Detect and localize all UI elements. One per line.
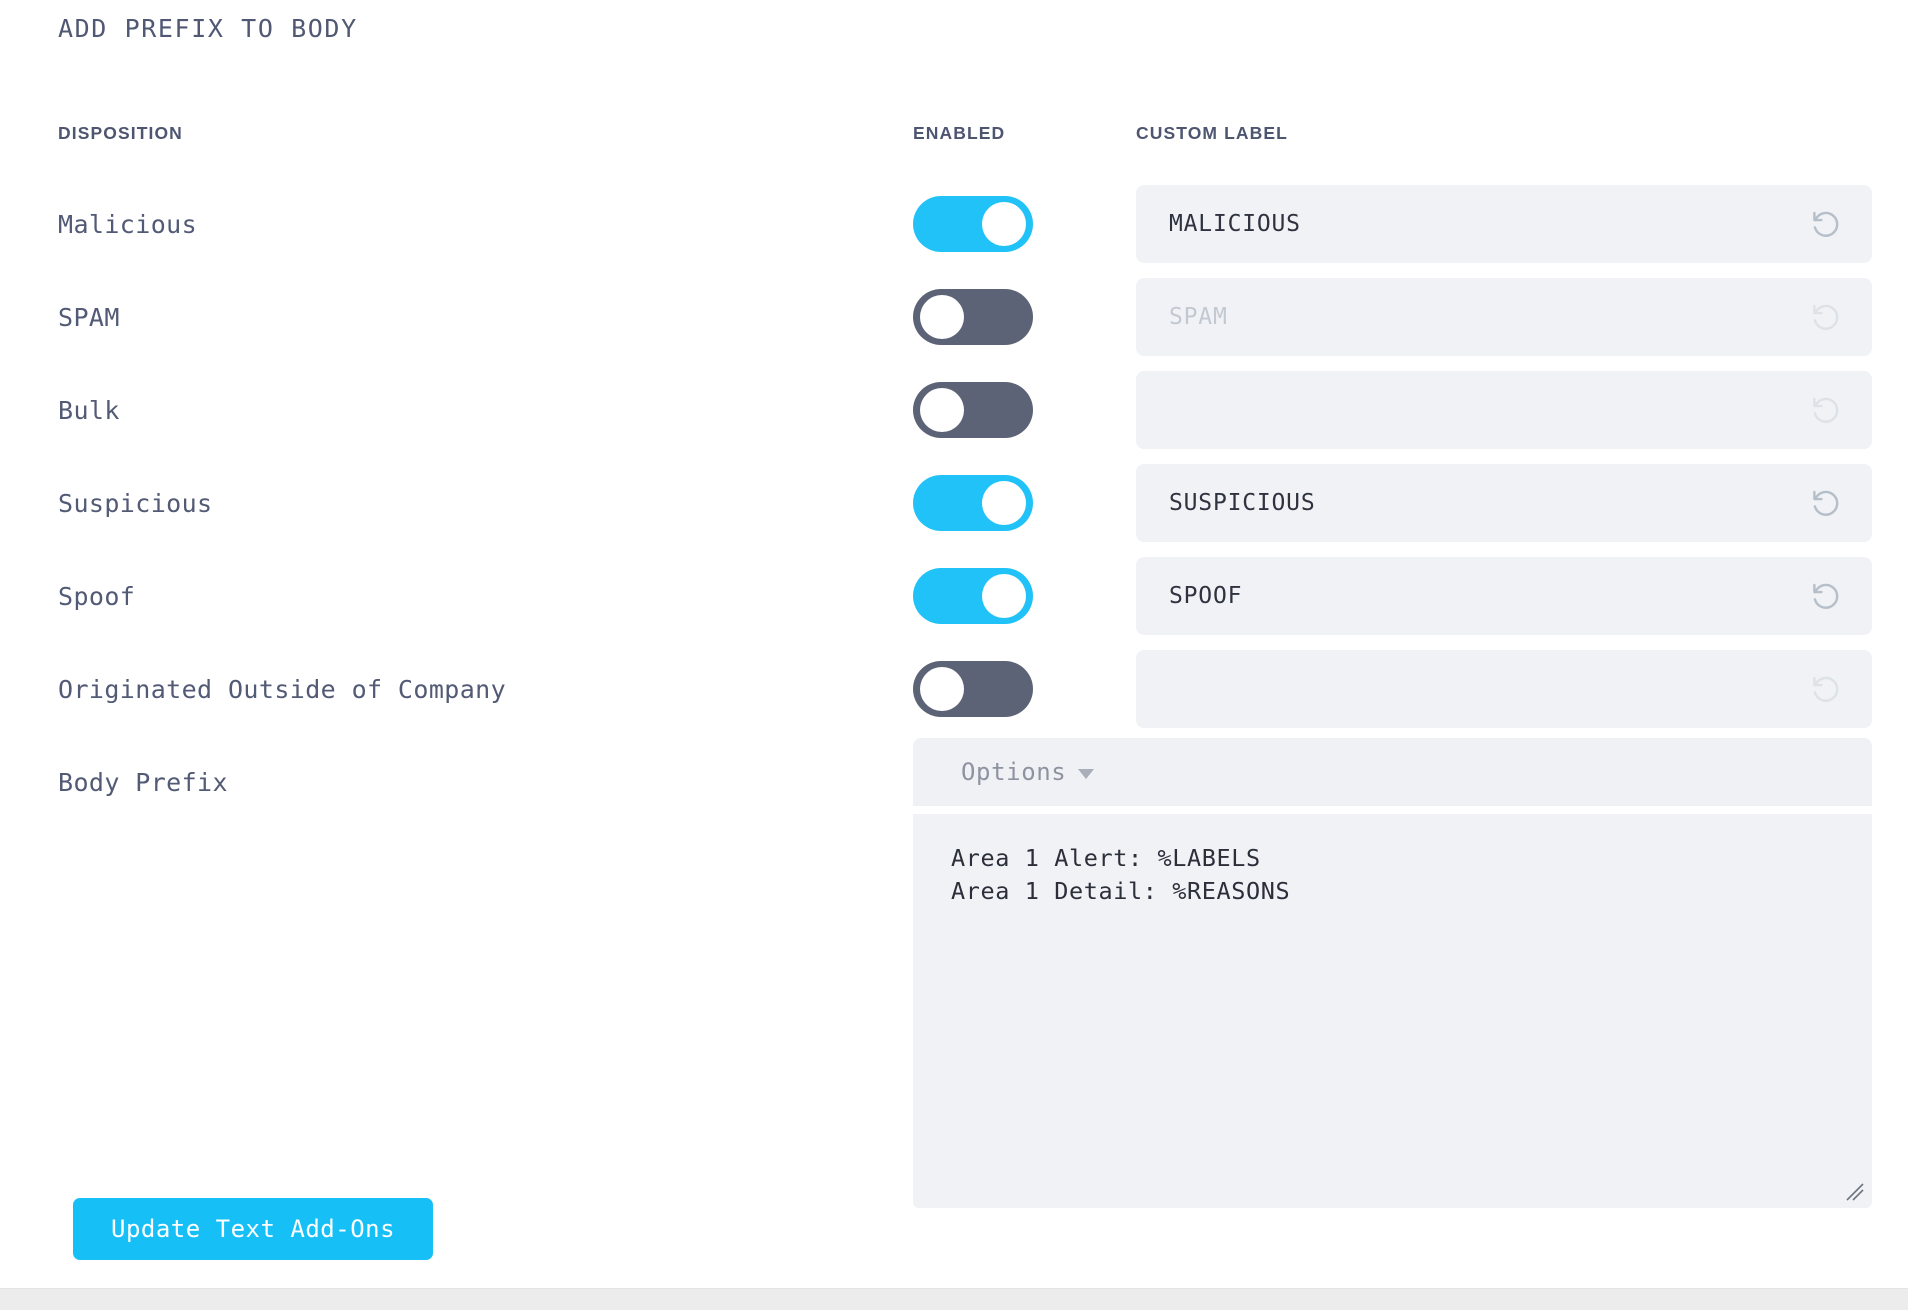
body-prefix-textarea[interactable]: Area 1 Alert: %LABELS Area 1 Detail: %RE… xyxy=(913,814,1872,1208)
reset-arrow-icon[interactable] xyxy=(1808,393,1842,427)
editor-toolbar: Options xyxy=(913,738,1872,806)
table-row: SPAM SPAM xyxy=(0,275,1908,368)
enabled-toggle[interactable] xyxy=(913,568,1033,624)
footer-strip xyxy=(0,1288,1908,1310)
options-dropdown-button[interactable]: Options xyxy=(961,758,1095,786)
disposition-label: Spoof xyxy=(58,582,136,611)
custom-label-input[interactable]: SPAM xyxy=(1136,278,1872,356)
table-row: Bulk xyxy=(0,368,1908,461)
table-row: Suspicious SUSPICIOUS xyxy=(0,461,1908,554)
reset-arrow-icon[interactable] xyxy=(1808,672,1842,706)
custom-label-input[interactable] xyxy=(1136,650,1872,728)
disposition-rows: Malicious MALICIOUS SPAM SPAM Bulk Suspicious… xyxy=(0,182,1908,740)
custom-label-input[interactable]: MALICIOUS xyxy=(1136,185,1872,263)
chevron-down-icon xyxy=(1078,769,1095,779)
table-row: Originated Outside of Company xyxy=(0,647,1908,740)
custom-label-value: MALICIOUS xyxy=(1169,211,1301,237)
custom-label-value: SPOOF xyxy=(1169,583,1243,609)
update-text-add-ons-button[interactable]: Update Text Add-Ons xyxy=(73,1198,434,1260)
table-row: Malicious MALICIOUS xyxy=(0,182,1908,275)
table-row: Spoof SPOOF xyxy=(0,554,1908,647)
enabled-toggle[interactable] xyxy=(913,661,1033,717)
disposition-label: Malicious xyxy=(58,210,198,239)
toggle-knob xyxy=(920,295,964,339)
reset-arrow-icon[interactable] xyxy=(1808,300,1842,334)
reset-arrow-icon[interactable] xyxy=(1808,486,1842,520)
disposition-label: Originated Outside of Company xyxy=(58,675,507,704)
body-prefix-editor: Options Area 1 Alert: %LABELS Area 1 Det… xyxy=(913,738,1872,1208)
reset-arrow-icon[interactable] xyxy=(1808,579,1842,613)
custom-label-input[interactable]: SUSPICIOUS xyxy=(1136,464,1872,542)
custom-label-input[interactable] xyxy=(1136,371,1872,449)
toggle-knob xyxy=(982,481,1026,525)
toggle-knob xyxy=(982,574,1026,618)
custom-label-input[interactable]: SPOOF xyxy=(1136,557,1872,635)
column-header-custom-label: CUSTOM LABEL xyxy=(1136,123,1288,143)
page-title: ADD PREFIX TO BODY xyxy=(58,14,358,43)
resize-grip-icon[interactable] xyxy=(1844,1181,1866,1203)
enabled-toggle[interactable] xyxy=(913,475,1033,531)
column-header-disposition: DISPOSITION xyxy=(58,123,183,143)
toggle-knob xyxy=(920,388,964,432)
enabled-toggle[interactable] xyxy=(913,382,1033,438)
custom-label-value: SUSPICIOUS xyxy=(1169,490,1316,516)
reset-arrow-icon[interactable] xyxy=(1808,207,1842,241)
enabled-toggle[interactable] xyxy=(913,289,1033,345)
custom-label-value: SPAM xyxy=(1169,304,1228,330)
column-header-enabled: ENABLED xyxy=(913,123,1006,143)
body-prefix-text: Area 1 Alert: %LABELS Area 1 Detail: %RE… xyxy=(951,844,1291,905)
options-dropdown-label: Options xyxy=(961,758,1067,786)
body-prefix-label: Body Prefix xyxy=(58,768,228,797)
disposition-label: Suspicious xyxy=(58,489,213,518)
toggle-knob xyxy=(982,202,1026,246)
disposition-label: SPAM xyxy=(58,303,120,332)
toggle-knob xyxy=(920,667,964,711)
disposition-label: Bulk xyxy=(58,396,120,425)
enabled-toggle[interactable] xyxy=(913,196,1033,252)
